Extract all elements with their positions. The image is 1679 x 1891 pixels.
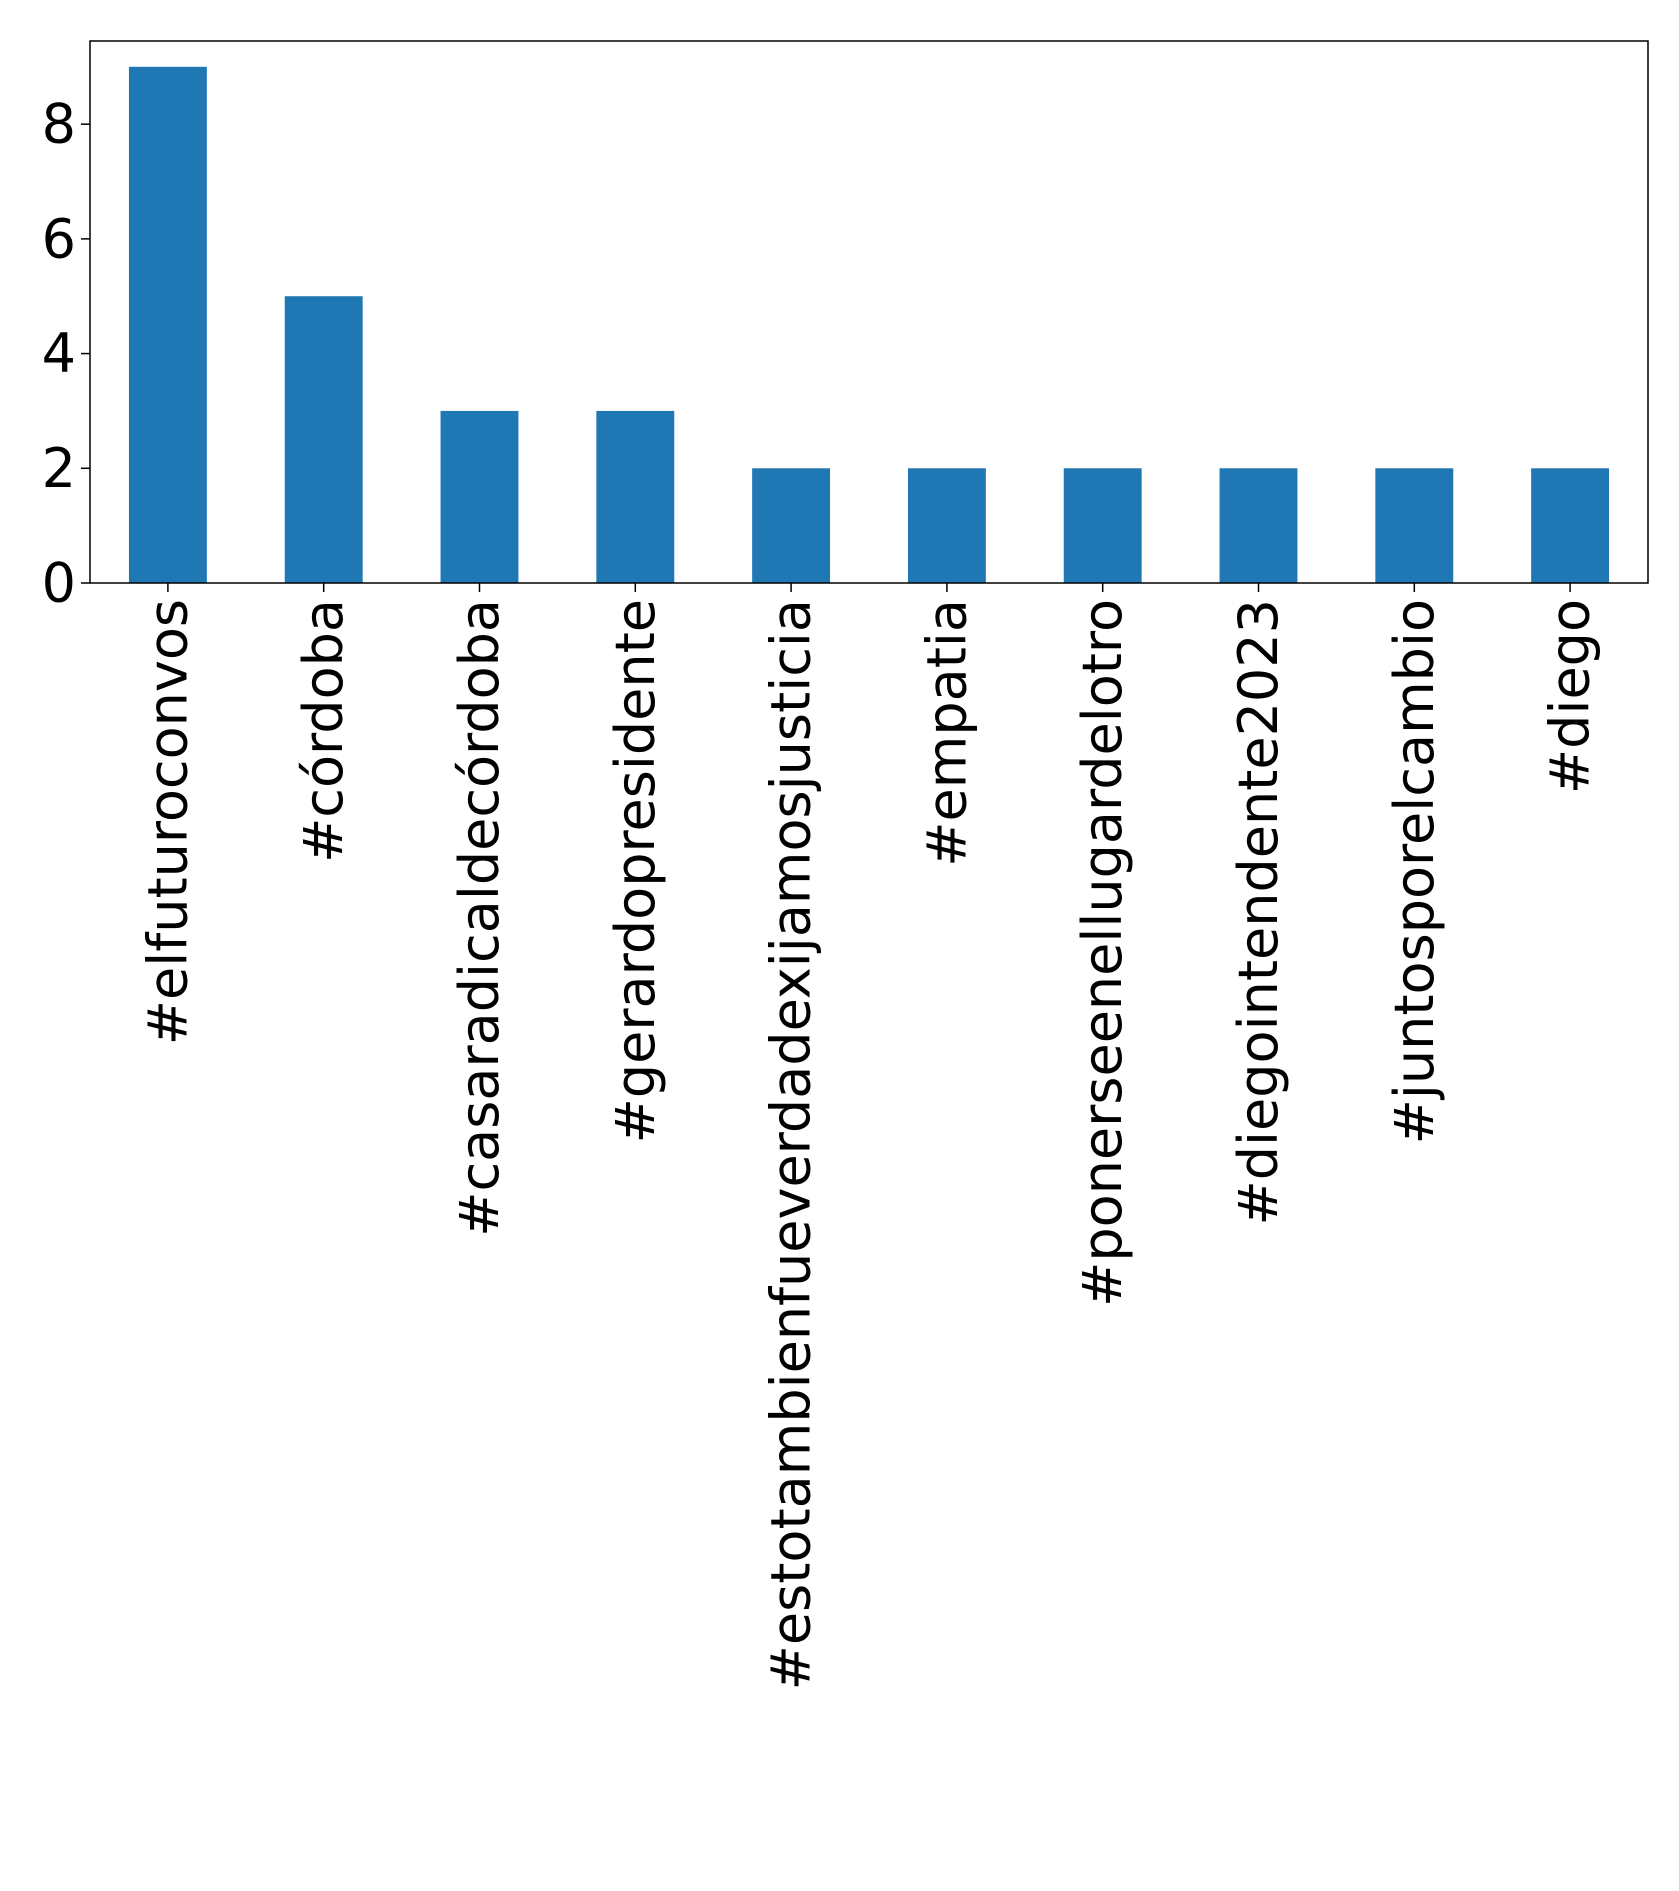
y-axis: 0 2 4 6 8 — [42, 93, 90, 615]
x-tick-label: #gerardopresidente — [604, 599, 667, 1143]
x-tick-label: #elfuturoconvos — [136, 599, 199, 1045]
y-tick-label: 8 — [42, 93, 76, 156]
x-tick-label: #diego — [1539, 599, 1602, 794]
x-axis: #elfuturoconvos #córdoba #casaradicaldecór… — [136, 583, 1602, 1690]
bar-4 — [596, 410, 675, 583]
bar-10 — [1531, 468, 1610, 583]
bar-9 — [1375, 468, 1454, 583]
x-tick-label: #diegointendente2023 — [1227, 599, 1290, 1225]
bar-3 — [440, 410, 519, 583]
y-tick-label: 6 — [42, 207, 76, 270]
y-tick-label: 0 — [42, 552, 76, 615]
bar-8 — [1219, 468, 1298, 583]
bar-2 — [284, 296, 363, 583]
plot-frame — [89, 40, 1649, 584]
x-tick-label: #juntosporelcambio — [1383, 599, 1446, 1144]
bar-7 — [1063, 468, 1142, 583]
x-tick-label: #casaradicaldecórdoba — [448, 599, 511, 1237]
y-tick-label: 2 — [42, 437, 76, 500]
x-tick-label: #ponerseenellugardelotro — [1071, 599, 1134, 1307]
bar-1 — [128, 66, 207, 584]
bars-group — [128, 66, 1610, 584]
x-tick-label: #córdoba — [292, 599, 355, 863]
x-tick-label: #estotambienfueverdadexijamosjusticia — [760, 599, 823, 1690]
bar-6 — [907, 468, 986, 583]
y-tick-label: 4 — [42, 322, 76, 385]
x-tick-label: #empatia — [915, 599, 978, 867]
bar-5 — [752, 468, 831, 583]
